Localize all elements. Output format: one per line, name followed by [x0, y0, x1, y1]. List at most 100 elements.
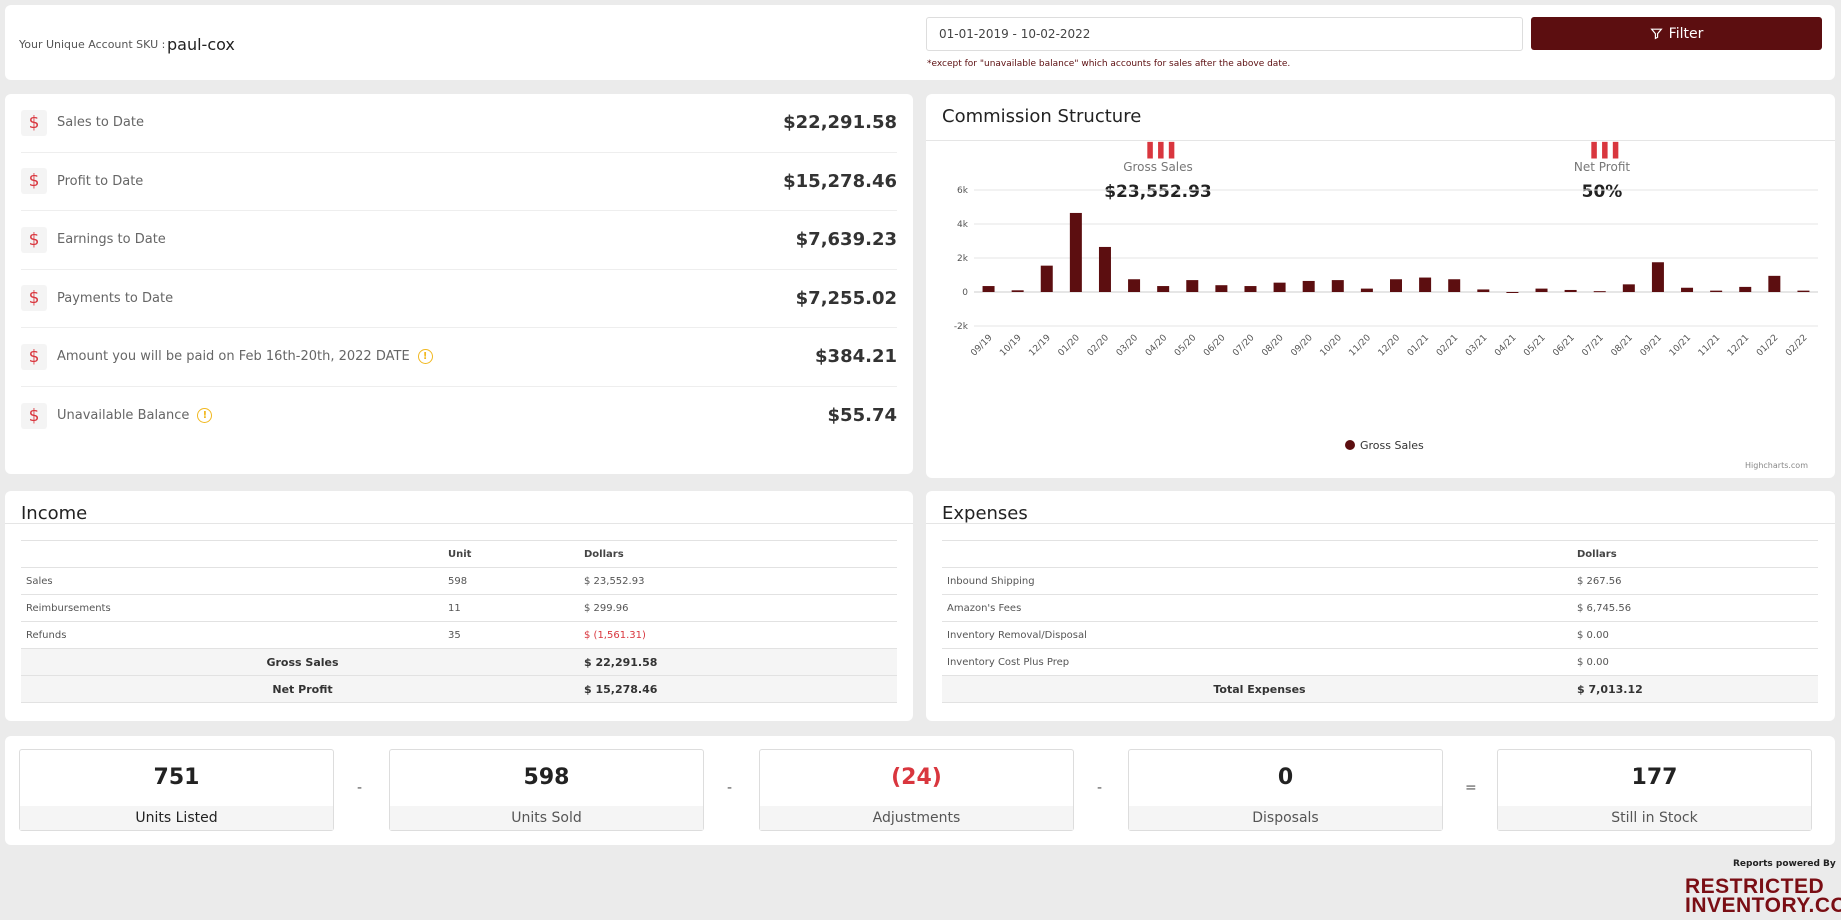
bar-chart-icon: ▐▐▐: [1141, 143, 1175, 159]
filter-button-label: Filter: [1668, 25, 1704, 42]
bar-07-20: [1244, 286, 1257, 292]
x-tick-label: 06/21: [1551, 333, 1576, 358]
restricted-inventory-logo[interactable]: RESTRICTED INVENTORY.COM: [1685, 876, 1841, 917]
summary-value: $15,278.46: [783, 170, 897, 192]
still-in-stock-value: 177: [1631, 765, 1678, 790]
bar-09-19: [982, 286, 995, 292]
x-tick-label: 02/22: [1784, 333, 1809, 358]
units-sold-label: Units Sold: [390, 806, 703, 830]
total-label: Total Expenses: [942, 675, 1572, 703]
summary-value: $384.21: [815, 346, 897, 368]
table-row: Amazon's Fees $ 6,745.56: [942, 594, 1818, 622]
x-tick-label: 06/20: [1202, 333, 1228, 359]
bar-07-21: [1593, 291, 1606, 293]
minus-operator: -: [357, 780, 363, 796]
row-dollars: $ 0.00: [1572, 648, 1818, 676]
bar-04-21: [1506, 292, 1519, 293]
bar-01-21: [1419, 277, 1432, 292]
info-icon[interactable]: !: [417, 349, 433, 365]
x-tick-label: 10/19: [998, 333, 1024, 359]
info-icon[interactable]: !: [197, 408, 213, 424]
bar-09-20: [1302, 280, 1315, 292]
x-tick-label: 08/21: [1610, 333, 1635, 358]
x-tick-label: 09/21: [1639, 333, 1664, 358]
row-dollars: $ 299.96: [579, 594, 897, 622]
bar-02-22: [1797, 290, 1810, 292]
bar-12-20: [1390, 279, 1402, 292]
disposals-box: 0 Disposals: [1128, 749, 1443, 831]
x-tick-label: 03/20: [1115, 333, 1141, 359]
net-profit-stat: ▐▐▐ Net Profit 50%: [1502, 144, 1702, 202]
bar-06-20: [1215, 285, 1228, 292]
x-tick-label: 12/19: [1027, 333, 1053, 359]
total-dollars: $ 7,013.12: [1572, 675, 1818, 703]
units-listed-box: 751 Units Listed: [19, 749, 334, 831]
table-row: Inventory Cost Plus Prep $ 0.00: [942, 648, 1818, 676]
legend-marker: [1345, 440, 1355, 450]
dollar-icon: $: [21, 285, 47, 312]
summary-row-sales: $ Sales to Date $22,291.58: [21, 94, 897, 153]
bar-12-21: [1739, 286, 1752, 292]
date-range-input[interactable]: [926, 17, 1523, 51]
bar-10-20: [1331, 280, 1344, 292]
total-row: Net Profit $ 15,278.46: [21, 675, 897, 703]
bar-10-19: [1011, 290, 1024, 292]
summary-value: $7,639.23: [795, 229, 897, 251]
bar-03-20: [1128, 279, 1141, 292]
units-listed-value: 751: [153, 765, 200, 790]
bar-02-20: [1098, 246, 1111, 292]
gross-sales-label: Gross Sales: [1123, 160, 1193, 174]
bar-chart-icon: ▐▐▐: [1585, 143, 1619, 159]
y-tick-label: 2k: [957, 254, 969, 264]
x-tick-label: 09/20: [1289, 333, 1315, 359]
summary-label: Earnings to Date: [57, 232, 166, 248]
table-header: Unit: [443, 540, 579, 568]
expenses-table: Dollars Inbound Shipping $ 267.56 Amazon…: [942, 540, 1818, 703]
summary-label: Payments to Date: [57, 290, 174, 306]
total-dollars: $ 22,291.58: [579, 648, 897, 676]
bar-02-21: [1448, 279, 1461, 292]
bar-08-21: [1622, 284, 1635, 292]
filter-button[interactable]: Filter: [1531, 17, 1822, 50]
x-tick-label: 07/20: [1231, 333, 1257, 359]
units-listed-label: Units Listed: [20, 806, 333, 830]
summary-value: $7,255.02: [795, 287, 897, 309]
bar-09-21: [1651, 262, 1664, 292]
dollar-icon: $: [21, 402, 47, 429]
units-sold-box: 598 Units Sold: [389, 749, 704, 831]
summary-label: Amount you will be paid on Feb 16th-20th…: [57, 349, 410, 365]
row-label: Sales: [21, 567, 443, 595]
bar-11-21: [1710, 290, 1723, 292]
summary-row-profit: $ Profit to Date $15,278.46: [21, 153, 897, 211]
logo-line-2: INVENTORY.COM: [1685, 894, 1841, 917]
adjustments-label: Adjustments: [760, 806, 1073, 830]
summary-card: $ Sales to Date $22,291.58 $ Profit to D…: [5, 94, 913, 474]
x-tick-label: 02/21: [1435, 333, 1460, 358]
summary-value: $22,291.58: [783, 112, 897, 134]
table-row: Sales 598 $ 23,552.93: [21, 567, 897, 595]
row-label: Amazon's Fees: [942, 594, 1572, 622]
row-dollars: $ 6,745.56: [1572, 594, 1818, 622]
still-in-stock-box: 177 Still in Stock: [1497, 749, 1812, 831]
bar-10-21: [1681, 287, 1694, 292]
y-tick-label: 6k: [957, 186, 969, 196]
dollar-icon: $: [21, 343, 47, 370]
table-row: Reimbursements 11 $ 299.96: [21, 594, 897, 622]
table-header: [942, 540, 1572, 568]
row-label: Inbound Shipping: [942, 567, 1572, 595]
adjustments-value: (24): [891, 765, 942, 790]
disposals-value: 0: [1277, 765, 1294, 790]
sku-label: Your Unique Account SKU :: [19, 38, 166, 51]
bar-05-21: [1535, 288, 1548, 292]
summary-label: Unavailable Balance: [57, 408, 190, 424]
x-tick-label: 10/20: [1319, 333, 1345, 359]
row-label: Reimbursements: [21, 594, 443, 622]
summary-value: $55.74: [827, 405, 897, 427]
net-profit-value: 50%: [1581, 182, 1623, 202]
x-tick-label: 09/19: [969, 333, 995, 359]
commission-title: Commission Structure: [942, 106, 1142, 127]
income-card: Income Unit Dollars Sales 598 $ 23,552.9…: [5, 491, 913, 721]
chart-credit: Highcharts.com: [1745, 461, 1808, 470]
table-header: [21, 540, 443, 568]
x-tick-label: 02/20: [1086, 333, 1112, 359]
